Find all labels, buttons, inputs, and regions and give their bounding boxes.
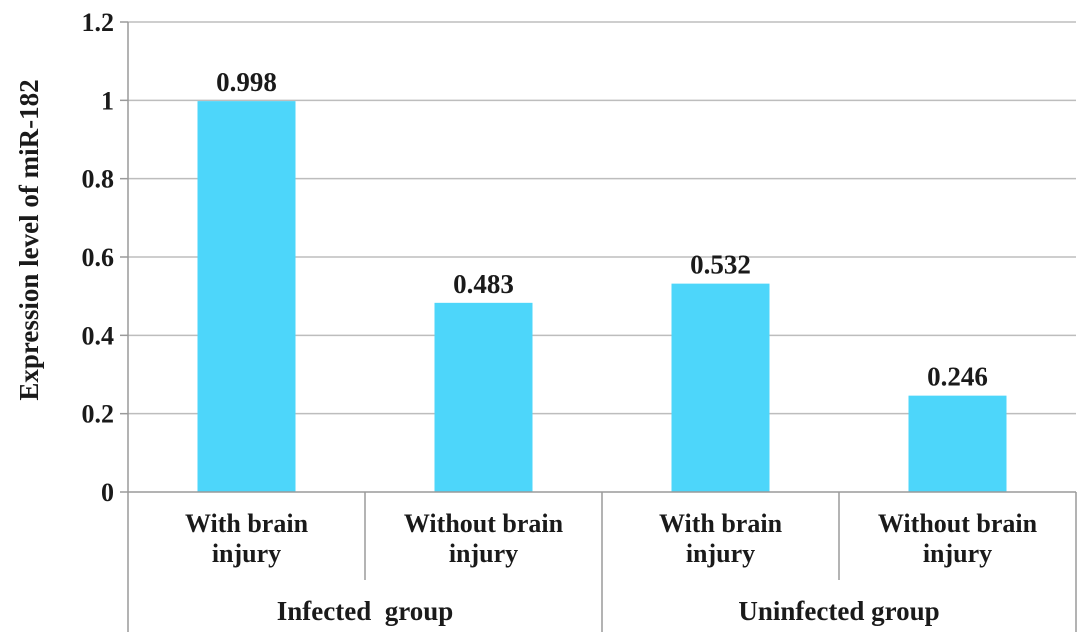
bar [671,283,770,492]
y-axis-label: Expression level of miR-182 [14,79,44,400]
bar [908,395,1007,492]
group-label: Uninfected group [738,596,939,626]
y-tick-label: 0.8 [82,165,115,194]
data-label: 0.532 [690,250,751,280]
y-tick-label: 0 [101,478,114,507]
category-label: injury [686,539,755,568]
y-tick-label: 0.6 [82,243,115,272]
bar [197,101,296,492]
category-label: With brain [659,509,783,538]
axes [120,21,1077,632]
group-label: Infected group [277,596,454,626]
data-labels: 0.998 0.483 0.532 0.246 [216,67,988,392]
y-tick-label: 0.2 [82,400,115,429]
category-label: With brain [185,509,309,538]
data-label: 0.246 [927,362,988,392]
y-tick-labels: 0 0.2 0.4 0.6 0.8 1 1.2 [82,8,115,507]
y-tick-label: 1.2 [82,8,115,37]
bar [434,302,533,492]
category-label: injury [923,539,992,568]
category-label: injury [212,539,281,568]
y-tick-label: 0.4 [82,321,115,350]
y-tick-label: 1 [101,86,114,115]
bars [197,101,1007,492]
category-label: Without brain [878,509,1038,538]
group-labels: Infected group Uninfected group [277,596,940,626]
category-label: Without brain [404,509,564,538]
data-label: 0.483 [453,269,514,299]
data-label: 0.998 [216,67,277,97]
category-label: injury [449,539,518,568]
